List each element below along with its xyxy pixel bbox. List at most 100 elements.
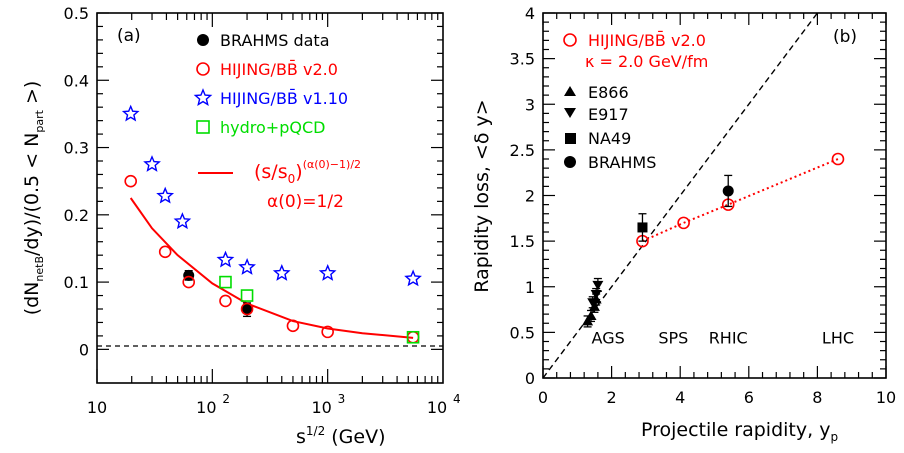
panel-a-frame bbox=[96, 12, 444, 384]
legend-b-e917-label: E917 bbox=[588, 105, 629, 124]
formula-alpha-note: α(0)=1/2 bbox=[267, 192, 344, 212]
legend-b-na49-label: NA49 bbox=[588, 129, 631, 148]
panel-b-x-axis-label: Projectile rapidity, yp bbox=[641, 419, 838, 444]
panel-a-y-tick-label: 0.1 bbox=[64, 273, 89, 292]
panel-b-y-tick-label: 1 bbox=[525, 278, 535, 297]
point-hydro-pqcd bbox=[240, 289, 254, 302]
panel-a-y-tick-label: 0 bbox=[79, 340, 89, 359]
panel-b-y-tick-label: 4 bbox=[525, 4, 535, 23]
legend-hydro-pqcd-marker bbox=[196, 120, 210, 134]
panel-a-x-axis-label: s1/2 (GeV) bbox=[296, 424, 386, 448]
panel-a-data-marks bbox=[121, 104, 422, 344]
panel-a-x-tick-exponent: 4 bbox=[453, 392, 461, 406]
panel-a-y-tick-label: 0.5 bbox=[64, 4, 89, 23]
panel-b-x-tick-label: 4 bbox=[675, 388, 685, 407]
point-hijing-bb-v1-10 bbox=[216, 250, 235, 268]
point-hijing-bb-v1-10 bbox=[173, 212, 192, 230]
point-hijing-bb-v2-0 bbox=[219, 294, 232, 308]
panel-b: 0 0.5 1 1.5 2 2.5 3 3.5 4 0 2 4 6 8 10 AGS SPS RHIC LHC (… bbox=[471, 4, 896, 444]
panel-b-y-tick-label: 2.5 bbox=[510, 141, 535, 160]
panel-a-y-tick-label: 0.4 bbox=[64, 71, 89, 90]
formula-text: (s/s0)(α(0)−1)/2 bbox=[254, 158, 361, 186]
point-e866 bbox=[588, 301, 600, 311]
annotation-sps: SPS bbox=[658, 328, 688, 347]
point-hijing-bb-v2-0 bbox=[240, 302, 254, 316]
point-hijing-bb-v1-10 bbox=[404, 269, 422, 287]
panel-a-tick-labels: 0 0.1 0.2 0.3 0.4 0.5 10 10 2 10 3 10 4 bbox=[64, 4, 461, 417]
annotation-ags: AGS bbox=[592, 328, 625, 347]
panel-a-legend: BRAHMS data HIJING/BB̄ v2.0 HIJING/BB̄ v… bbox=[193, 31, 348, 137]
point-hijing-bb-v1-10 bbox=[272, 263, 291, 281]
point-e917 bbox=[592, 280, 604, 291]
panel-b-x-tick-label: 10 bbox=[876, 388, 896, 407]
legend-b-brahms-marker bbox=[564, 156, 576, 168]
point-e917 bbox=[590, 290, 602, 300]
legend-b-na49-marker bbox=[565, 133, 576, 144]
point-hijing-bb-v1-10 bbox=[238, 257, 256, 275]
point-hijing-bb-v2-0 bbox=[182, 275, 196, 289]
panel-b-x-tick-label: 2 bbox=[607, 388, 617, 407]
panel-a-ticks bbox=[96, 12, 443, 383]
panel-b-y-tick-label: 0 bbox=[525, 369, 535, 388]
point-hijing-bb-v2-0 bbox=[124, 174, 138, 188]
legend-hijing-v110-marker bbox=[193, 88, 213, 106]
legend-hydro-pqcd-label: hydro+pQCD bbox=[220, 118, 325, 137]
panel-b-x-tick-label: 6 bbox=[744, 388, 754, 407]
panel-b-y-axis-label: Rapidity loss, <δ y> bbox=[471, 99, 493, 292]
hijing-v20-trend-line bbox=[642, 158, 839, 243]
panel-b-series-lines bbox=[642, 158, 839, 243]
panel-a: 0 0.1 0.2 0.3 0.4 0.5 10 10 2 10 3 10 4 (a) BRAHMS d… bbox=[21, 4, 461, 448]
panel-b-tick-labels: 0 0.5 1 1.5 2 2.5 3 3.5 4 0 2 4 6 8 10 bbox=[510, 4, 897, 407]
fit-curve-line bbox=[129, 197, 414, 339]
panel-a-x-tick-label: 10 bbox=[311, 398, 331, 417]
panel-b-y-tick-label: 3.5 bbox=[510, 50, 535, 69]
point-hijing-bb-v2-0 bbox=[158, 245, 172, 259]
point-hijing-bb-v2-0 bbox=[286, 319, 300, 333]
legend-b-e917-marker bbox=[564, 108, 576, 118]
annotation-rhic: RHIC bbox=[709, 328, 748, 347]
panel-b-data-marks bbox=[582, 152, 845, 328]
panel-a-x-tick-exponent: 3 bbox=[338, 392, 346, 406]
panel-b-y-tick-label: 1.5 bbox=[510, 232, 535, 251]
point-e866 bbox=[585, 310, 597, 320]
panel-b-y-tick-label: 3 bbox=[525, 95, 535, 114]
legend-b-hijing-v20-marker bbox=[563, 33, 577, 47]
point-hijing-bb-v2-0 bbox=[321, 325, 334, 339]
legend-brahms-data-marker bbox=[197, 34, 209, 46]
legend-b-kappa-label: κ = 2.0 GeV/fm bbox=[585, 52, 708, 71]
point-hijing-bb-v2-0 bbox=[831, 152, 845, 166]
panel-b-ticks bbox=[542, 12, 887, 379]
legend-hijing-v20-label: HIJING/BB̄ v2.0 bbox=[220, 60, 338, 79]
point-brahms bbox=[722, 185, 734, 197]
panel-b-x-tick-label: 0 bbox=[538, 388, 548, 407]
point-hijing-bb-v1-10 bbox=[121, 104, 140, 122]
legend-b-e866-label: E866 bbox=[588, 83, 629, 102]
panel-b-legend: HIJING/BB̄ v2.0 κ = 2.0 GeV/fm E866 E917… bbox=[563, 31, 708, 172]
panel-a-x-tick-label: 10 bbox=[427, 398, 447, 417]
point-hijing-bb-v1-10 bbox=[156, 186, 175, 204]
panel-a-x-tick-label: 10 bbox=[87, 398, 107, 417]
point-hydro-pqcd bbox=[406, 330, 420, 344]
panel-a-formula: (s/s0)(α(0)−1)/2 α(0)=1/2 bbox=[198, 158, 361, 212]
legend-hijing-v110-label: HIJING/BB̄ v1.10 bbox=[220, 89, 348, 108]
panel-a-label: (a) bbox=[117, 26, 141, 46]
panel-a-y-tick-label: 0.2 bbox=[64, 206, 89, 225]
point-brahms-data bbox=[241, 304, 253, 316]
annotation-lhc: LHC bbox=[822, 328, 854, 347]
legend-brahms-data-label: BRAHMS data bbox=[220, 31, 330, 50]
panel-b-diagonal-reference-line bbox=[542, 12, 818, 379]
panel-a-y-axis-label: (dNnetB/dy)/(0.5 < Npart >) bbox=[21, 81, 46, 316]
panel-b-x-tick-label: 8 bbox=[812, 388, 822, 407]
legend-b-e866-marker bbox=[564, 86, 576, 96]
legend-b-brahms-label: BRAHMS bbox=[588, 153, 656, 172]
panel-b-y-tick-label: 2 bbox=[525, 187, 535, 206]
point-e917 bbox=[587, 298, 599, 308]
legend-b-hijing-v20-label: HIJING/BB̄ v2.0 bbox=[588, 31, 706, 50]
panel-b-annotations: AGS SPS RHIC LHC bbox=[592, 328, 854, 347]
panel-a-y-tick-label: 0.3 bbox=[64, 139, 89, 158]
point-hijing-bb-v2-0 bbox=[677, 216, 690, 230]
point-hydro-pqcd bbox=[219, 275, 232, 289]
point-hijing-bb-v1-10 bbox=[318, 263, 337, 281]
panel-a-x-tick-exponent: 2 bbox=[222, 392, 230, 406]
